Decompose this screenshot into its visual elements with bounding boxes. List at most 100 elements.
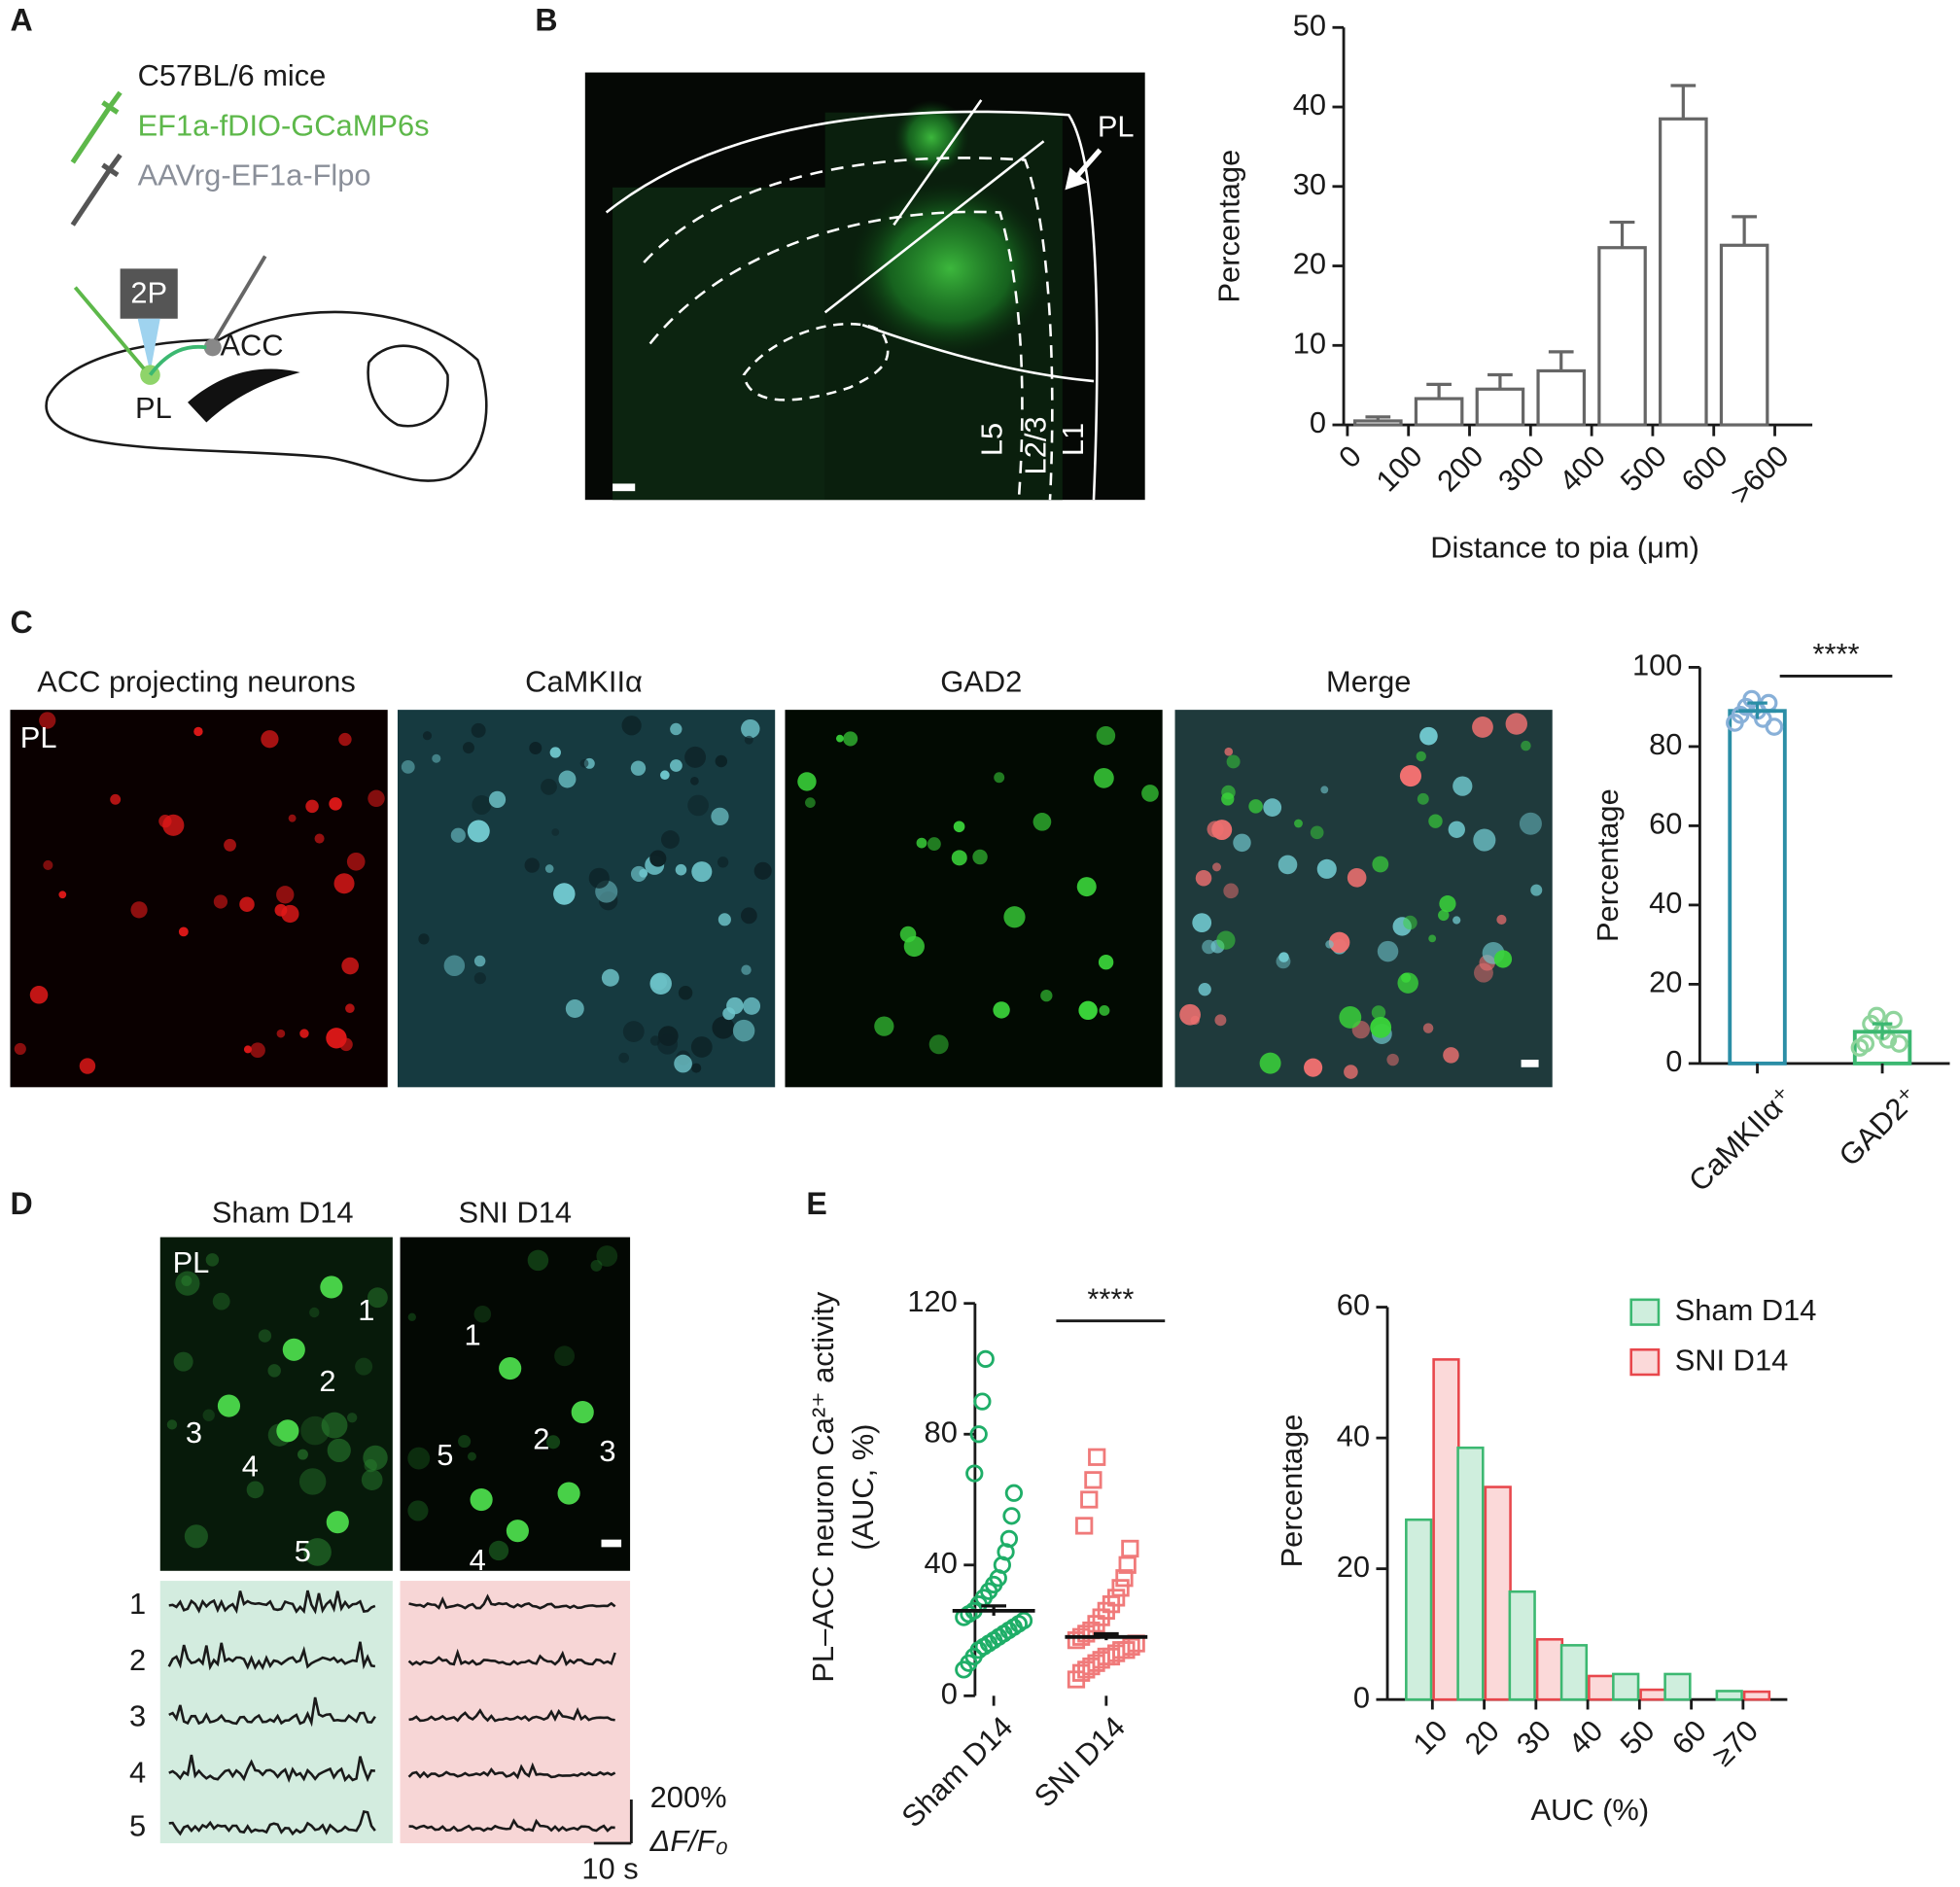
cell [529,742,542,755]
cell [690,776,699,786]
syringe-icon [70,153,122,227]
bar [1535,1638,1564,1701]
cell [544,864,554,873]
cell [541,778,557,795]
image-title: SNI D14 [459,1196,573,1230]
bar [1659,117,1708,427]
cell [590,1259,603,1272]
cell [1403,915,1418,930]
trace [408,1707,615,1723]
cell-label: 2 [533,1421,549,1455]
cell [678,986,693,1000]
cell [1003,906,1026,928]
cell [1192,913,1212,932]
cell [346,1413,358,1423]
cell [743,996,761,1015]
cell-label: 3 [599,1434,615,1468]
data-point [1088,1448,1106,1466]
cell [363,1445,388,1471]
cell [166,1419,178,1430]
cell [338,732,352,747]
micrograph [397,710,776,1088]
y-tick-label: 40 [1293,87,1326,122]
y-tick-label: 20 [1649,965,1682,999]
cell [1452,776,1473,796]
cell [551,828,560,836]
cell [276,886,295,904]
trace [168,1809,376,1836]
cell [288,814,297,822]
cell [1428,814,1443,828]
panel-letter: A [11,3,33,38]
significance-label: **** [1087,1281,1134,1315]
cell [1078,1000,1098,1021]
cell [1099,1004,1110,1016]
data-point [1890,1034,1908,1053]
cell [1320,786,1329,794]
cell [712,1016,735,1039]
cell [1096,725,1116,746]
cell [524,857,540,873]
cell [691,1063,702,1073]
cell [684,746,707,768]
cell [618,1052,630,1064]
cell-label: 5 [295,1534,311,1568]
cell [1316,858,1337,879]
cell [553,883,576,905]
data-point [969,1425,988,1444]
cell [488,1540,509,1561]
cell [1521,740,1531,751]
cell-label: 2 [319,1364,335,1398]
cell [473,972,486,985]
cell [621,716,642,736]
cell [1448,821,1465,838]
cell [1386,1053,1399,1066]
trace [407,1648,616,1666]
cell [58,891,67,899]
scale-bar [1521,1060,1539,1067]
cell [571,1400,594,1424]
bar [1597,246,1647,427]
data-point [999,1529,1019,1549]
trace-label: 3 [129,1699,146,1733]
data-point [1856,1034,1875,1053]
cell [928,1034,949,1055]
cell [355,1357,373,1376]
cell [243,1045,252,1054]
cell [1473,828,1496,852]
data-point [1014,1611,1033,1630]
cell [579,758,589,768]
panel-a: C57BL/6 mice EF1a-fDIO-GCaMP6s AAVrg-EF1… [45,58,488,482]
micrograph-tile [612,187,825,501]
image-title: Sham D14 [212,1196,354,1230]
panel-letter: D [11,1186,33,1221]
cell [916,837,928,849]
cell [303,1538,332,1566]
panel-c-images: ACC projecting neurons CaMKIIα GAD2 Merg… [10,664,1553,1088]
cell [557,1482,580,1505]
trace [408,1818,615,1833]
cell [588,867,610,889]
cell [1370,1016,1392,1038]
cell [1339,1006,1362,1029]
cell [549,747,561,758]
x-axis-label: Distance to pia (μm) [1430,531,1699,565]
panel-b-image: PL L5 L2/3 L1 [584,72,1145,501]
cell [250,1042,265,1059]
cell [473,955,486,967]
cell [1207,821,1224,838]
region-label: PL [1098,110,1135,144]
x-tick-label: 10 [1407,1713,1454,1761]
cell-label: 3 [186,1415,202,1450]
y-tick-label: 80 [1649,727,1682,761]
cell [472,794,492,815]
cell [1259,1052,1281,1074]
cell [1401,972,1412,983]
bar [1719,243,1769,427]
data-point [1115,1569,1134,1588]
cell [1202,939,1216,955]
cell [565,999,584,1018]
cell [407,1312,416,1321]
cell [1278,952,1289,962]
